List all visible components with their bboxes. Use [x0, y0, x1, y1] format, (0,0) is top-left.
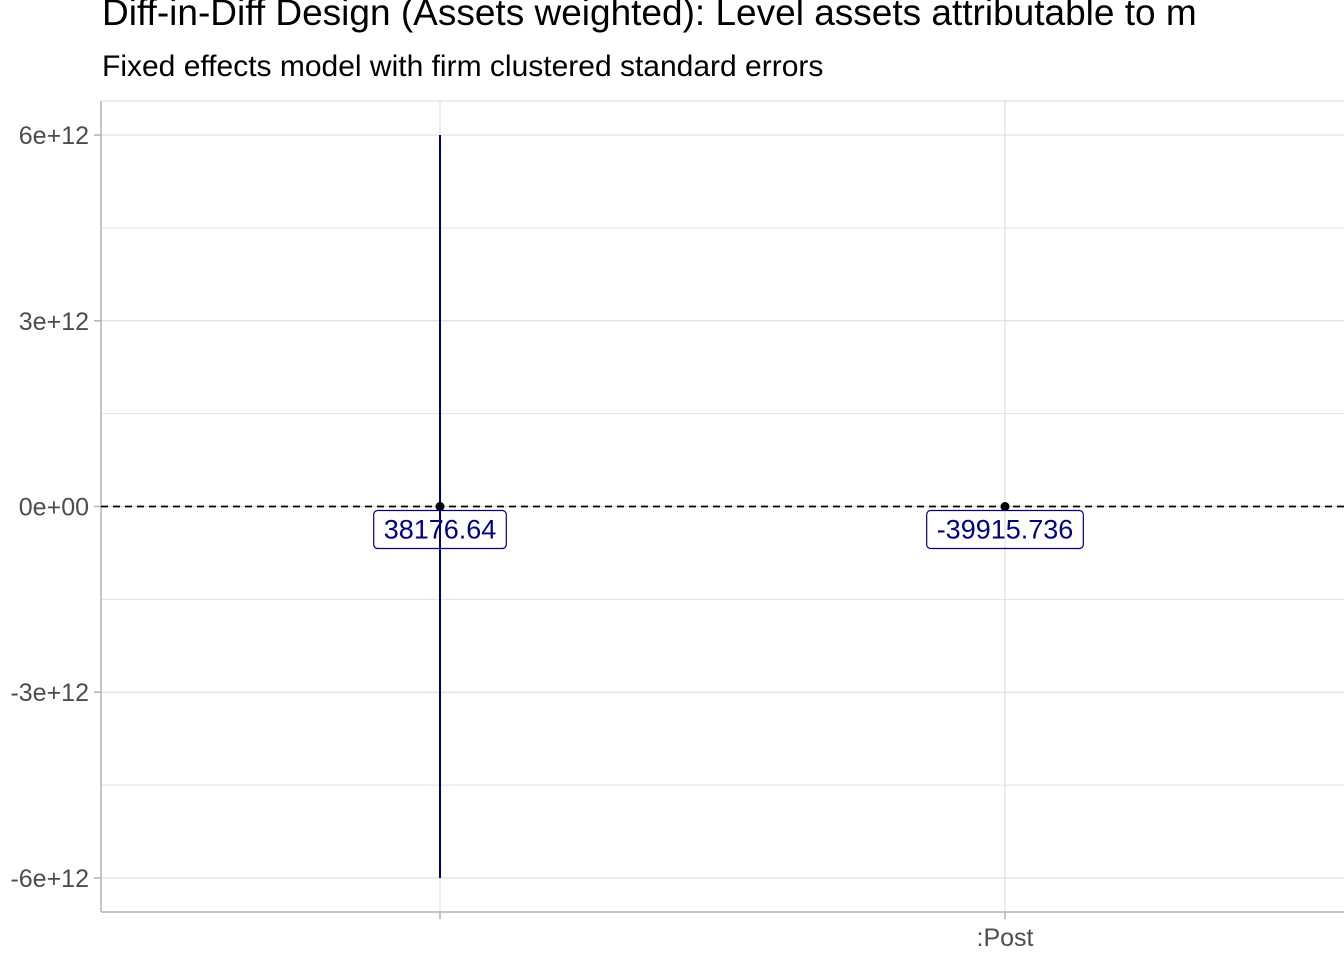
estimate-point [1000, 502, 1010, 511]
y-tick-label: 6e+12 [19, 122, 89, 150]
chart-title: Diff-in-Diff Design (Assets weighted): L… [102, 0, 1197, 33]
series-layer: 38176.64 -39915.736 [373, 135, 1084, 878]
y-tick-label: 0e+00 [19, 494, 89, 522]
x-axis-ticks: :Post [439, 912, 1034, 952]
y-axis-ticks: 6e+12 3e+12 0e+00 -3e+12 -6e+12 [10, 122, 101, 893]
y-tick-label: -6e+12 [10, 865, 89, 893]
y-tick-label: 3e+12 [19, 308, 89, 336]
estimate-label: -39915.736 [937, 515, 1074, 545]
estimate-point [435, 502, 445, 511]
y-tick-label: -3e+12 [10, 679, 89, 707]
estimate-label: 38176.64 [384, 515, 497, 545]
chart-subtitle: Fixed effects model with firm clustered … [102, 50, 824, 83]
grid-minor [101, 227, 1344, 786]
estimate-label-box [373, 509, 507, 550]
estimate-label-box [926, 509, 1084, 550]
x-tick-label: :Post [977, 924, 1034, 952]
